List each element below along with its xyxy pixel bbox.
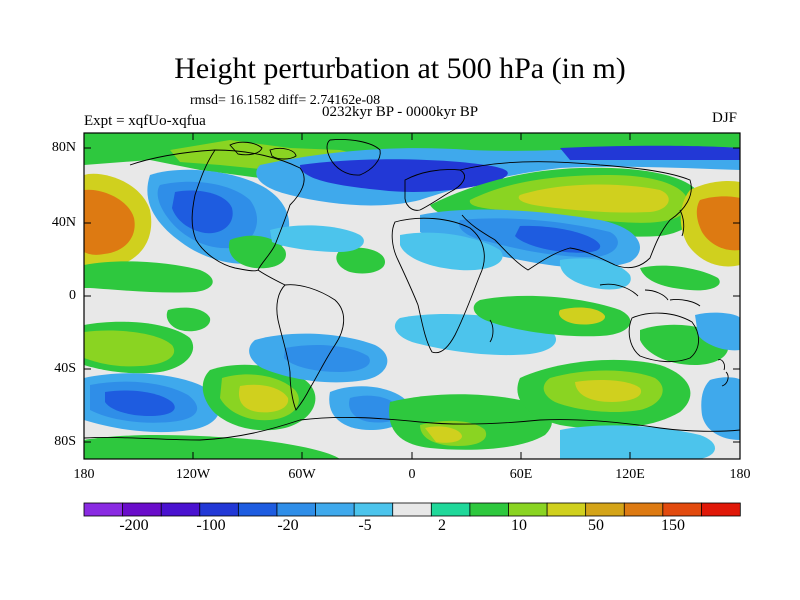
colorbar-swatch — [199, 502, 240, 517]
season-label: DJF — [712, 110, 738, 126]
period-text: 0232kyr BP - 0000kyr BP — [322, 104, 479, 120]
colorbar — [83, 502, 741, 517]
axis-ticks — [83, 133, 741, 459]
colorbar-swatch — [508, 502, 548, 517]
colorbar-swatch — [237, 502, 278, 517]
lat-label: 80N — [51, 140, 76, 155]
nh-features — [84, 133, 740, 293]
colorbar-swatch — [662, 502, 703, 517]
lat-label: 80S — [54, 434, 76, 449]
colorbar-swatch — [430, 502, 471, 517]
colorbar-label: -100 — [196, 517, 226, 534]
colorbar-swatch — [160, 502, 201, 517]
lon-label: 180 — [73, 467, 95, 482]
lat-label: 0 — [69, 288, 76, 303]
colorbar-swatch — [122, 502, 162, 517]
colorbar-swatch — [392, 502, 432, 517]
colorbar-swatch — [546, 502, 587, 517]
contour-field — [84, 133, 740, 459]
colorbar-swatch — [353, 502, 394, 517]
lon-label: 120E — [615, 467, 645, 482]
lon-label: 60E — [509, 467, 533, 482]
plot-title: Height perturbation at 500 hPa (in m) — [174, 52, 626, 85]
lon-label: 60W — [288, 467, 316, 482]
colorbar-label: 2 — [438, 517, 446, 534]
colorbar-label: 150 — [661, 517, 685, 534]
stats-text: rmsd= 16.1582 diff= 2.74162e-08 — [190, 93, 381, 108]
experiment-label: Expt = xqfUo-xqfua — [84, 113, 206, 129]
colorbar-label: 10 — [511, 517, 527, 534]
colorbar-swatch — [469, 502, 510, 517]
lat-label: 40N — [51, 215, 76, 230]
colorbar-swatch — [315, 502, 355, 517]
colorbar-swatch — [701, 502, 741, 517]
colorbar-swatch — [83, 502, 124, 517]
colorbar-swatch — [276, 502, 317, 517]
colorbar-label: -5 — [358, 517, 372, 534]
lon-label: 0 — [408, 467, 416, 482]
colorbar-label: 50 — [588, 517, 604, 534]
coastlines — [84, 139, 740, 441]
colorbar-label: -20 — [277, 517, 299, 534]
colorbar-swatch — [623, 502, 664, 517]
lon-label: 180 — [729, 467, 751, 482]
colorbar-label: -200 — [119, 517, 149, 534]
lon-label: 120W — [175, 467, 211, 482]
colorbar-swatch — [585, 502, 625, 517]
lat-label: 40S — [54, 361, 76, 376]
